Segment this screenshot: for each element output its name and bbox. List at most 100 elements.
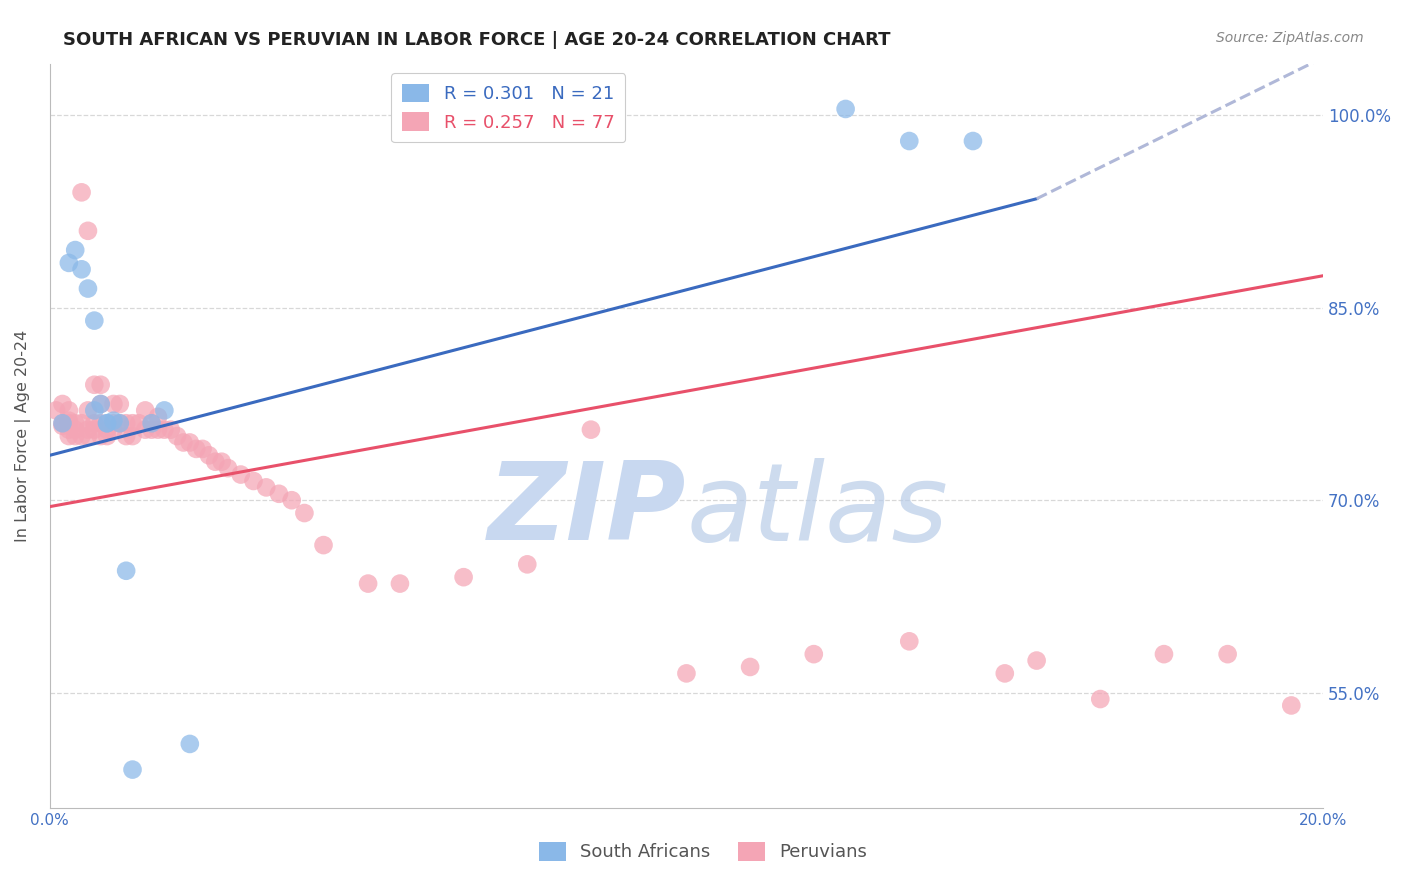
Peruvians: [63, 416, 86, 430]
Peruvians: [186, 442, 208, 456]
Peruvians: [63, 429, 86, 443]
Peruvians: [898, 634, 921, 648]
Peruvians: [108, 416, 131, 430]
South Africans: [153, 403, 176, 417]
Peruvians: [1153, 647, 1175, 661]
Peruvians: [103, 416, 125, 430]
Peruvians: [267, 487, 290, 501]
Peruvians: [45, 403, 67, 417]
Peruvians: [96, 429, 118, 443]
Peruvians: [77, 423, 100, 437]
Peruvians: [242, 474, 264, 488]
South Africans: [108, 416, 131, 430]
Peruvians: [1216, 647, 1239, 661]
South Africans: [63, 243, 86, 257]
Peruvians: [803, 647, 825, 661]
Peruvians: [96, 423, 118, 437]
Peruvians: [146, 423, 169, 437]
Peruvians: [77, 224, 100, 238]
Peruvians: [166, 429, 188, 443]
South Africans: [70, 262, 93, 277]
Peruvians: [83, 416, 105, 430]
Peruvians: [121, 416, 143, 430]
Peruvians: [51, 416, 73, 430]
Peruvians: [83, 377, 105, 392]
Peruvians: [229, 467, 252, 482]
Peruvians: [51, 418, 73, 433]
Peruvians: [1090, 692, 1112, 706]
Text: Source: ZipAtlas.com: Source: ZipAtlas.com: [1216, 31, 1364, 45]
Peruvians: [294, 506, 316, 520]
Peruvians: [172, 435, 194, 450]
Y-axis label: In Labor Force | Age 20-24: In Labor Force | Age 20-24: [15, 330, 31, 542]
South Africans: [179, 737, 201, 751]
Text: SOUTH AFRICAN VS PERUVIAN IN LABOR FORCE | AGE 20-24 CORRELATION CHART: SOUTH AFRICAN VS PERUVIAN IN LABOR FORCE…: [63, 31, 891, 49]
Peruvians: [204, 455, 226, 469]
Legend: R = 0.301   N = 21, R = 0.257   N = 77: R = 0.301 N = 21, R = 0.257 N = 77: [391, 73, 626, 143]
Peruvians: [103, 397, 125, 411]
South Africans: [121, 763, 143, 777]
Peruvians: [516, 558, 538, 572]
Peruvians: [1279, 698, 1302, 713]
South Africans: [141, 416, 163, 430]
Legend: South Africans, Peruvians: South Africans, Peruvians: [529, 831, 877, 872]
South Africans: [51, 416, 73, 430]
Peruvians: [357, 576, 380, 591]
Peruvians: [134, 423, 156, 437]
Peruvians: [58, 414, 80, 428]
Peruvians: [103, 423, 125, 437]
Peruvians: [141, 416, 163, 430]
Peruvians: [58, 423, 80, 437]
Peruvians: [453, 570, 475, 584]
Peruvians: [217, 461, 239, 475]
Peruvians: [128, 416, 150, 430]
Peruvians: [108, 397, 131, 411]
Text: atlas: atlas: [686, 458, 948, 563]
Peruvians: [115, 429, 138, 443]
Peruvians: [179, 435, 201, 450]
Peruvians: [70, 186, 93, 200]
South Africans: [90, 397, 112, 411]
Peruvians: [121, 429, 143, 443]
South Africans: [58, 256, 80, 270]
Peruvians: [77, 403, 100, 417]
South Africans: [77, 281, 100, 295]
Peruvians: [58, 403, 80, 417]
Peruvians: [115, 416, 138, 430]
South Africans: [96, 416, 118, 430]
Peruvians: [90, 429, 112, 443]
Peruvians: [63, 423, 86, 437]
South Africans: [898, 134, 921, 148]
Peruvians: [1025, 654, 1047, 668]
Peruvians: [70, 416, 93, 430]
Peruvians: [280, 493, 302, 508]
Peruvians: [83, 423, 105, 437]
Peruvians: [675, 666, 697, 681]
Peruvians: [70, 429, 93, 443]
South Africans: [115, 564, 138, 578]
Text: ZIP: ZIP: [488, 458, 686, 564]
South Africans: [962, 134, 984, 148]
Peruvians: [211, 455, 233, 469]
Peruvians: [90, 416, 112, 430]
Peruvians: [191, 442, 214, 456]
Peruvians: [153, 423, 176, 437]
Peruvians: [77, 429, 100, 443]
South Africans: [83, 403, 105, 417]
Peruvians: [58, 429, 80, 443]
Peruvians: [254, 480, 277, 494]
South Africans: [83, 313, 105, 327]
Peruvians: [51, 397, 73, 411]
Peruvians: [388, 576, 411, 591]
Peruvians: [579, 423, 602, 437]
Peruvians: [90, 397, 112, 411]
South Africans: [834, 102, 856, 116]
Peruvians: [740, 660, 762, 674]
South Africans: [96, 416, 118, 430]
Peruvians: [312, 538, 335, 552]
Peruvians: [146, 409, 169, 424]
Peruvians: [141, 423, 163, 437]
Peruvians: [994, 666, 1017, 681]
Peruvians: [198, 448, 221, 462]
Peruvians: [159, 423, 181, 437]
